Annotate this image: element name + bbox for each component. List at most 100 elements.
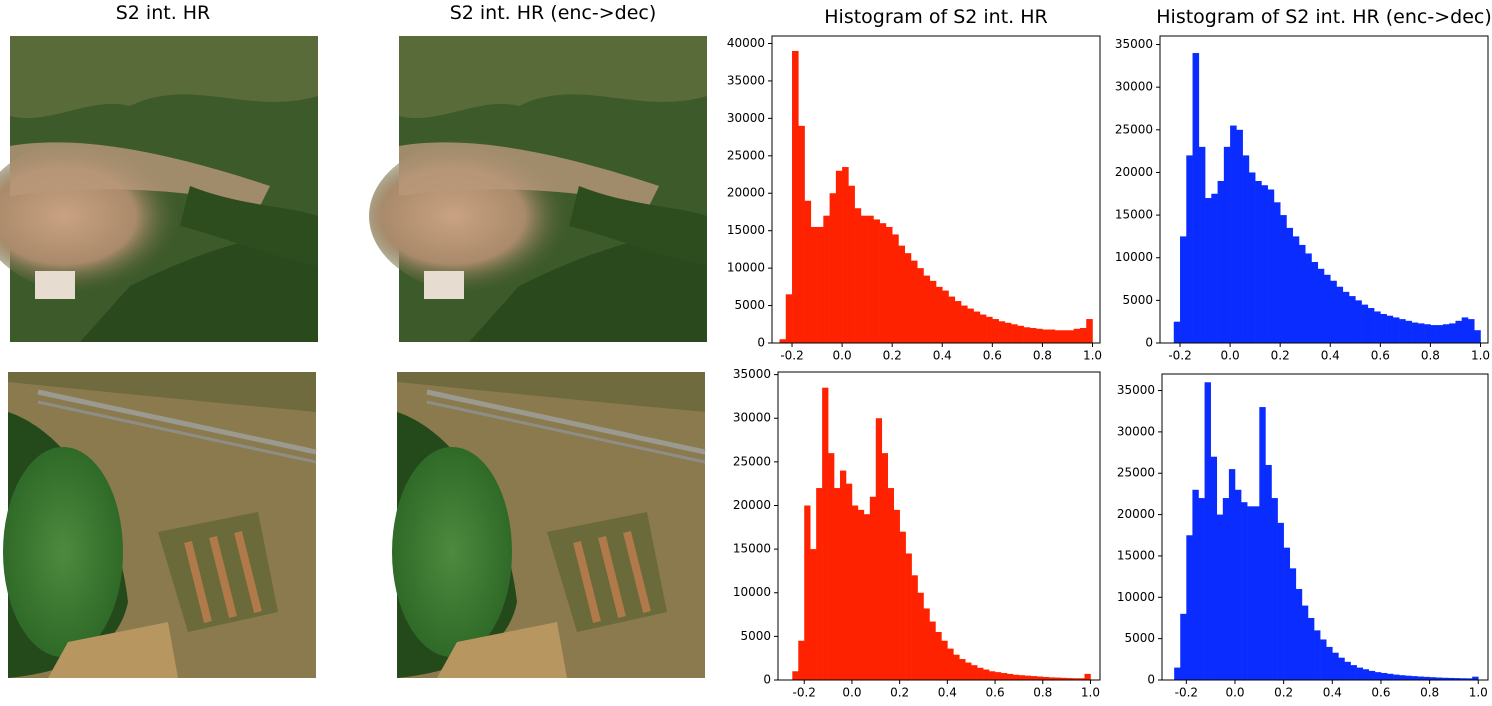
bar xyxy=(873,219,880,343)
bar xyxy=(1192,53,1200,344)
bar xyxy=(1449,323,1456,343)
bar xyxy=(851,505,859,680)
bar xyxy=(1216,514,1224,680)
y-tick-label: 15000 xyxy=(1117,548,1155,562)
bar xyxy=(887,488,894,680)
bar xyxy=(1042,329,1049,343)
bar xyxy=(1455,320,1463,343)
bar xyxy=(1079,328,1087,343)
bar xyxy=(810,226,818,343)
bar xyxy=(1305,253,1312,343)
bar xyxy=(1368,670,1376,680)
y-tick-label: 30000 xyxy=(1115,80,1153,94)
bar xyxy=(1466,678,1473,680)
x-tick-label: 0.6 xyxy=(1371,349,1390,363)
bar xyxy=(1054,677,1061,680)
y-tick-label: 30000 xyxy=(727,111,765,125)
x-tick-label: 1.0 xyxy=(1081,686,1100,700)
bar xyxy=(979,314,987,343)
x-tick-label: 0.8 xyxy=(1033,686,1052,700)
bar xyxy=(1283,547,1291,680)
y-tick-label: 35000 xyxy=(727,73,765,87)
bar xyxy=(835,170,843,343)
bar xyxy=(1307,617,1315,680)
x-tick-label: 0.8 xyxy=(1421,349,1440,363)
bar xyxy=(1198,498,1205,680)
bar xyxy=(1355,300,1362,343)
bar xyxy=(848,185,855,343)
bar xyxy=(875,418,883,680)
bar xyxy=(1222,498,1230,680)
bar xyxy=(860,215,868,343)
bar xyxy=(1211,193,1218,343)
bar xyxy=(1241,502,1248,680)
axes-frame xyxy=(771,35,1101,344)
bar xyxy=(977,667,984,680)
bar xyxy=(904,253,912,343)
y-tick-label: 25000 xyxy=(733,454,771,468)
bar xyxy=(1217,180,1225,343)
bar xyxy=(1436,325,1444,343)
bar xyxy=(1023,327,1031,343)
bar xyxy=(1324,274,1331,343)
satellite-image xyxy=(0,36,318,342)
bar xyxy=(1086,319,1093,343)
bar xyxy=(1362,669,1370,680)
bar xyxy=(792,50,799,343)
y-tick-label: 30000 xyxy=(1117,424,1155,438)
bar xyxy=(1054,330,1062,343)
bar xyxy=(1441,677,1449,680)
bar xyxy=(1367,308,1375,343)
bar xyxy=(936,286,943,343)
bar xyxy=(1273,202,1281,343)
y-tick-label: 15000 xyxy=(1115,208,1153,222)
bar xyxy=(881,453,889,680)
bar xyxy=(893,509,900,680)
chart-title: Histogram of S2 int. HR (enc->dec) xyxy=(1156,6,1492,28)
x-tick-label: -0.2 xyxy=(1168,349,1191,363)
y-tick-label: 5000 xyxy=(740,629,771,643)
y-tick-label: 25000 xyxy=(727,148,765,162)
axes-frame xyxy=(1161,373,1489,681)
bar xyxy=(1036,328,1043,343)
bar xyxy=(1174,667,1181,680)
bar xyxy=(1277,522,1284,680)
x-tick-label: -0.2 xyxy=(793,686,816,700)
bar xyxy=(798,125,805,343)
bar xyxy=(992,319,999,343)
bar xyxy=(1072,678,1079,680)
bar xyxy=(1173,321,1181,343)
bar xyxy=(1223,146,1231,343)
bar xyxy=(1289,568,1297,680)
bar xyxy=(1292,236,1300,343)
bar xyxy=(804,200,812,343)
bar xyxy=(942,290,949,343)
x-tick-label: 0.6 xyxy=(983,349,1002,363)
bar xyxy=(1399,319,1406,343)
bar xyxy=(1247,506,1254,680)
bar xyxy=(1417,323,1425,343)
y-tick-label: 35000 xyxy=(1115,37,1153,51)
bar xyxy=(1356,667,1364,680)
bar xyxy=(961,305,968,343)
bar xyxy=(1042,676,1050,680)
bar xyxy=(959,659,966,680)
bar xyxy=(1429,677,1436,680)
x-tick-label: 1.0 xyxy=(1469,686,1488,700)
bar xyxy=(1336,286,1344,343)
bar xyxy=(1236,129,1243,343)
bar xyxy=(1271,498,1278,680)
y-tick-label: 35000 xyxy=(1117,383,1155,397)
bar xyxy=(1286,227,1294,343)
bar xyxy=(953,654,960,680)
bar xyxy=(1210,456,1218,680)
bar xyxy=(1230,125,1237,344)
bar xyxy=(1361,304,1369,343)
y-tick-label: 25000 xyxy=(1115,122,1153,136)
y-tick-label: 20000 xyxy=(733,498,771,512)
bar xyxy=(1447,677,1455,680)
x-tick-label: 0.6 xyxy=(1371,686,1390,700)
bar xyxy=(1265,464,1272,680)
bar xyxy=(798,640,805,680)
